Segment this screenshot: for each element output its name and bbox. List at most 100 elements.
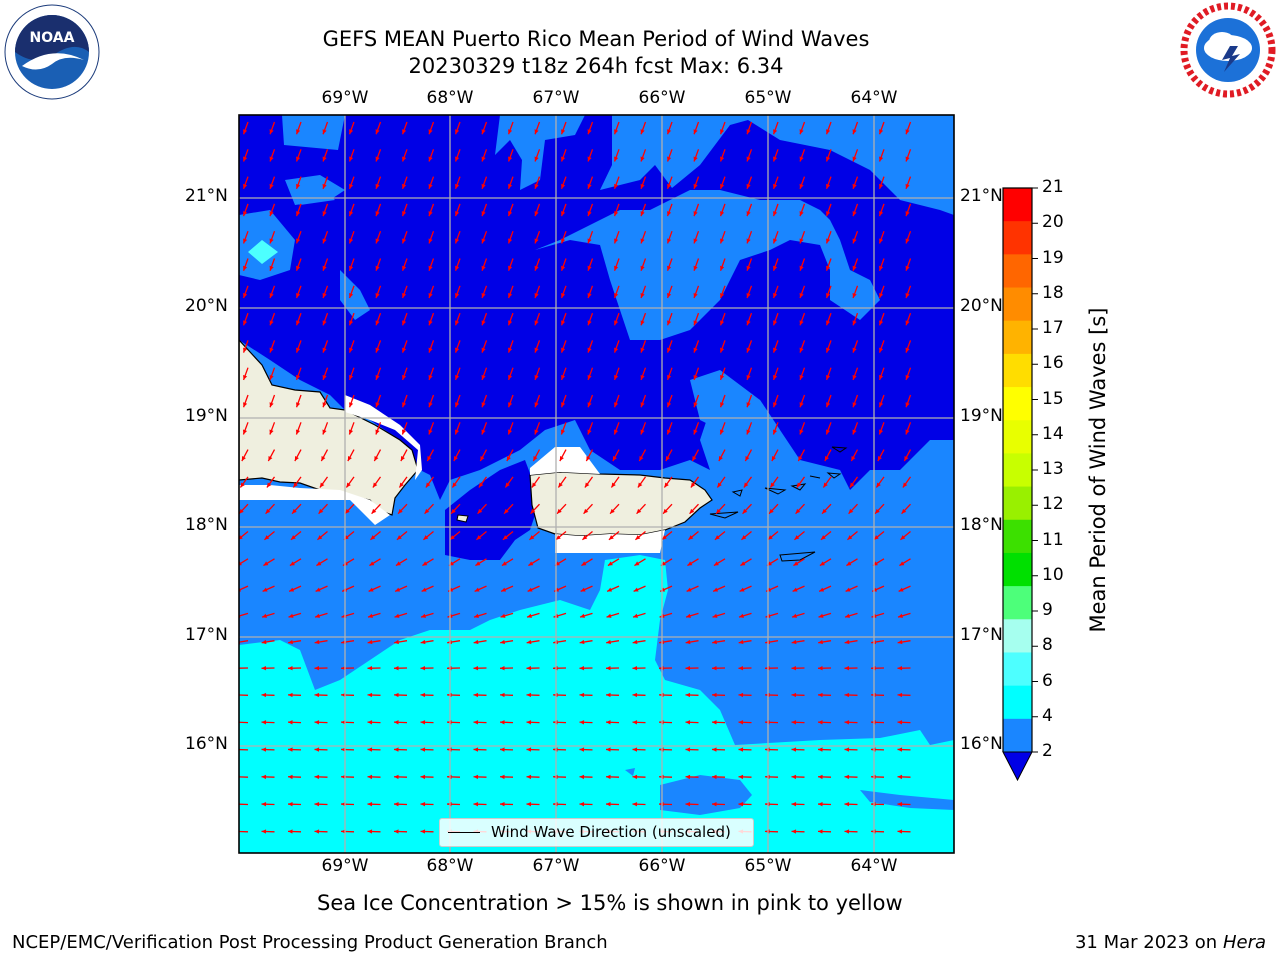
- wind-wave-arrow-head: [688, 535, 694, 540]
- wind-wave-arrow-head: [614, 156, 619, 162]
- map-title: GEFS MEAN Puerto Rico Mean Period of Win…: [322, 27, 870, 51]
- wind-wave-arrow-head: [265, 508, 271, 514]
- lon-label-top: 69°W: [321, 88, 369, 108]
- wind-wave-arrow-head: [322, 320, 327, 326]
- wind-wave-arrow-head: [481, 402, 486, 408]
- wind-wave-arrow-head: [296, 183, 301, 189]
- wind-wave-arrow-head: [799, 183, 804, 189]
- wind-wave-arrow-head: [530, 508, 536, 514]
- wind-wave-arrow-head: [371, 508, 377, 514]
- colorbar-tick-label: 20: [1042, 212, 1064, 233]
- wind-wave-arrow-head: [852, 156, 857, 162]
- wind-wave-arrow-head: [480, 456, 485, 462]
- wind-wave-arrow-head: [289, 561, 295, 566]
- wind-wave-arrow-head: [826, 402, 831, 408]
- wind-wave-arrow-head: [473, 774, 479, 780]
- wind-wave-arrow-head: [322, 265, 327, 271]
- wind-wave-arrow-head: [402, 129, 407, 135]
- wind-wave-arrow-head: [501, 587, 507, 592]
- wind-wave-arrow-head: [315, 613, 320, 618]
- wind-wave-arrow-head: [844, 802, 850, 807]
- wind-wave-arrow-head: [738, 720, 744, 725]
- wind-wave-arrow-head: [746, 429, 751, 435]
- wind-wave-arrow-head: [685, 774, 691, 780]
- wind-wave-arrow-head: [685, 720, 691, 725]
- wind-wave-arrow-head: [712, 802, 717, 807]
- wind-wave-arrow-head: [266, 482, 272, 488]
- wind-wave-arrow-head: [372, 482, 378, 488]
- wind-wave-arrow-head: [826, 183, 831, 189]
- wind-wave-arrow-head: [632, 692, 638, 698]
- wind-wave-arrow-head: [693, 429, 698, 435]
- wind-wave-arrow-head: [798, 456, 803, 462]
- lon-label-top: 67°W: [532, 88, 580, 108]
- wind-wave-arrow-head: [555, 535, 561, 540]
- wind-wave-arrow-head: [796, 482, 802, 488]
- svg-text:NOAA: NOAA: [30, 30, 75, 46]
- wind-wave-arrow-head: [401, 429, 407, 435]
- wind-wave-arrow-head: [632, 747, 638, 752]
- wind-wave-arrow-head: [773, 156, 778, 162]
- wind-wave-arrow-head: [239, 535, 243, 540]
- wind-wave-arrow-head: [428, 293, 433, 299]
- wind-wave-arrow-head: [667, 320, 672, 326]
- wind-wave-arrow-head: [508, 238, 513, 244]
- wind-wave-arrow-head: [606, 720, 611, 725]
- wind-wave-arrow-head: [428, 238, 433, 244]
- lat-label-right: 18°N: [960, 515, 1003, 535]
- lon-label-top: 64°W: [850, 88, 898, 108]
- wind-wave-arrow-head: [402, 320, 407, 326]
- wind-wave-arrow-head: [773, 183, 778, 189]
- wind-wave-arrow-head: [322, 374, 327, 380]
- wind-wave-arrow-head: [606, 639, 611, 645]
- wind-wave-arrow-head: [614, 211, 619, 217]
- wind-wave-arrow-head: [714, 535, 720, 540]
- wind-wave-arrow-head: [852, 347, 857, 353]
- wind-wave-arrow-head: [526, 774, 532, 780]
- wind-wave-arrow-head: [583, 508, 589, 514]
- wind-wave-arrow-head: [349, 347, 354, 353]
- legend-line-icon: [448, 832, 480, 833]
- sea-ice-caption: Sea Ice Concentration > 15% is shown in …: [317, 891, 903, 915]
- wind-wave-arrow-head: [561, 156, 566, 162]
- wind-wave-arrow-head: [534, 129, 539, 135]
- wind-wave-arrow-head: [288, 613, 294, 618]
- lat-label-right: 19°N: [960, 406, 1003, 426]
- wind-wave-arrow-head: [901, 508, 907, 514]
- wind-wave-arrow-head: [738, 747, 744, 752]
- wind-wave-arrow-head: [314, 829, 320, 834]
- wind-wave-arrow-head: [269, 129, 274, 135]
- wind-wave-arrow-head: [799, 265, 804, 271]
- wind-wave-arrow-head: [394, 666, 399, 671]
- wind-wave-arrow-head: [905, 293, 910, 299]
- colorbar-title: Mean Period of Wind Waves [s]: [1086, 307, 1110, 633]
- wind-wave-arrow-head: [242, 429, 248, 435]
- colorbar-segment: [1003, 552, 1032, 587]
- wind-wave-arrow-head: [261, 639, 267, 645]
- wind-wave-arrow-head: [818, 802, 823, 807]
- wind-wave-arrow-head: [897, 692, 903, 698]
- wind-wave-arrow-head: [367, 666, 373, 671]
- wind-wave-arrow-head: [716, 508, 721, 514]
- lat-label-right: 21°N: [960, 186, 1003, 206]
- wind-wave-arrow-head: [349, 129, 354, 135]
- wind-wave-arrow-head: [614, 183, 619, 189]
- wind-wave-arrow-head: [508, 374, 513, 380]
- lat-label-left: 16°N: [185, 734, 228, 754]
- colorbar-segment: [1003, 420, 1032, 454]
- wind-wave-arrow-head: [394, 774, 399, 780]
- wind-wave-arrow-head: [634, 561, 640, 566]
- wind-wave-arrow-head: [394, 747, 399, 752]
- wind-wave-arrow-head: [640, 347, 645, 353]
- wind-wave-arrow-head: [243, 129, 248, 135]
- wind-wave-arrow-head: [746, 293, 751, 299]
- puerto-rico-land: [529, 471, 713, 537]
- wind-wave-arrow-head: [791, 639, 797, 645]
- wind-wave-arrow-head: [692, 456, 697, 462]
- wind-wave-arrow-head: [527, 613, 532, 618]
- wind-wave-arrow-head: [587, 211, 592, 217]
- wind-wave-arrow-head: [606, 666, 611, 671]
- wind-wave-arrow-head: [693, 293, 698, 299]
- wind-wave-arrow-head: [713, 587, 719, 592]
